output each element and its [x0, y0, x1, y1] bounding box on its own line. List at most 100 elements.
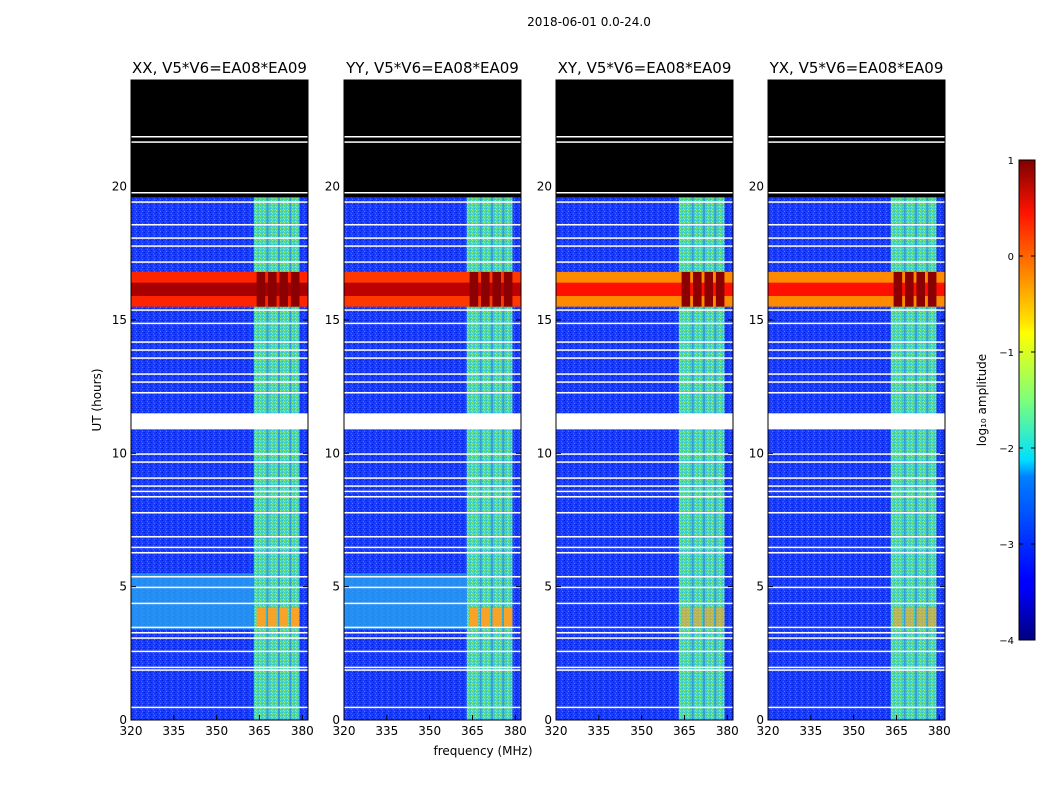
flag-line — [556, 373, 733, 375]
x-tick-label: 320 — [545, 724, 568, 738]
flag-line — [768, 650, 945, 653]
flag-line — [556, 392, 733, 394]
saturated-block — [704, 272, 714, 307]
flag-line — [344, 461, 521, 463]
y-tick-label: 20 — [325, 180, 340, 194]
flag-line — [131, 341, 308, 343]
colorbar-tick-label: −4 — [999, 636, 1014, 647]
saturated-block — [492, 272, 502, 307]
flag-line — [768, 141, 945, 143]
saturated-block — [268, 272, 277, 307]
x-tick-label: 365 — [885, 724, 908, 738]
rfi-burst — [704, 608, 714, 627]
flag-line — [556, 322, 733, 325]
flag-line — [556, 632, 733, 634]
flag-line — [344, 496, 521, 498]
flag-line — [768, 669, 945, 671]
flag-line — [556, 381, 733, 383]
flag-line — [131, 192, 308, 194]
flag-line — [556, 141, 733, 143]
flag-line — [344, 349, 521, 351]
flag-line — [768, 245, 945, 247]
flag-line — [344, 381, 521, 383]
colorbar-tick-label: 0 — [1008, 252, 1014, 263]
flag-line — [131, 349, 308, 351]
y-tick-label: 0 — [756, 713, 764, 727]
y-tick-label: 20 — [537, 180, 552, 194]
rfi-burst — [492, 608, 502, 627]
y-tick-label: 15 — [325, 313, 340, 327]
x-tick-label: 380 — [504, 724, 527, 738]
flag-line — [768, 261, 945, 263]
flag-line — [556, 650, 733, 653]
flag-line — [131, 485, 308, 487]
rfi-burst — [715, 608, 725, 627]
colorbar-gradient — [1018, 159, 1036, 641]
x-tick-label: 365 — [673, 724, 696, 738]
flag-line — [131, 496, 308, 498]
rfi-burst — [693, 608, 702, 627]
flag-line — [768, 224, 945, 226]
flag-line — [768, 461, 945, 463]
elevated-region — [344, 573, 467, 630]
flag-line — [131, 626, 308, 629]
y-tick-label: 10 — [749, 446, 764, 460]
rfi-burst — [268, 608, 277, 627]
flag-line — [131, 669, 308, 671]
saturated-block — [693, 272, 702, 307]
flag-line — [131, 637, 308, 639]
x-tick-label: 350 — [205, 724, 228, 738]
saturated-block — [715, 272, 725, 307]
rfi-channel-gap — [502, 197, 505, 721]
rfi-burst — [916, 608, 926, 627]
saturated-block — [927, 272, 937, 307]
y-tick-label: 5 — [756, 580, 764, 594]
figure-title: 2018-06-01 0.0-24.0 — [527, 15, 651, 29]
flag-line — [556, 546, 733, 549]
flag-line — [344, 261, 521, 263]
x-tick-label: 335 — [162, 724, 185, 738]
rfi-burst — [290, 608, 300, 627]
x-tick-label: 335 — [375, 724, 398, 738]
flag-line — [131, 381, 308, 383]
flag-line — [131, 141, 308, 143]
x-tick-label: 350 — [842, 724, 865, 738]
y-tick-label: 5 — [332, 580, 340, 594]
flag-line — [344, 224, 521, 226]
flag-line — [344, 637, 521, 639]
flag-line — [131, 477, 308, 479]
flag-line — [768, 576, 945, 578]
rfi-channel-gap — [714, 197, 717, 721]
flag-line — [768, 637, 945, 639]
flag-line — [556, 245, 733, 247]
x-tick-label: 365 — [248, 724, 271, 738]
flag-line — [768, 626, 945, 629]
x-tick-label: 320 — [120, 724, 143, 738]
rfi-channel-gap — [479, 197, 482, 721]
rfi-channel-gap — [491, 197, 494, 721]
no-data-region — [344, 80, 521, 198]
flag-line — [131, 224, 308, 226]
x-tick-label: 320 — [757, 724, 780, 738]
no-data-region — [131, 80, 308, 198]
colorbar-tick-label: −1 — [999, 348, 1014, 359]
x-tick-label: 335 — [587, 724, 610, 738]
flag-line — [344, 477, 521, 479]
panel-frame — [343, 79, 522, 721]
colorbar-tick-label: −3 — [999, 540, 1014, 551]
flag-line — [344, 201, 521, 203]
flag-line — [768, 392, 945, 394]
saturated-block — [279, 272, 289, 307]
panel-yx: YX, V5*V6=EA08*EA09 320 335 350 365 380 0 5 10 15… — [749, 59, 951, 738]
flag-line — [344, 576, 521, 578]
y-tick-label: 15 — [749, 313, 764, 327]
flag-line — [556, 706, 733, 709]
flag-line — [344, 546, 521, 549]
x-tick-label: 380 — [928, 724, 951, 738]
flag-line — [131, 490, 308, 493]
colorbar-ticks: 1 0 −1 −2 −3 −4 — [999, 156, 1035, 647]
y-tick-label: 15 — [537, 313, 552, 327]
flag-line — [344, 632, 521, 634]
panel-frame — [130, 79, 309, 721]
flagged-gap — [556, 413, 733, 430]
